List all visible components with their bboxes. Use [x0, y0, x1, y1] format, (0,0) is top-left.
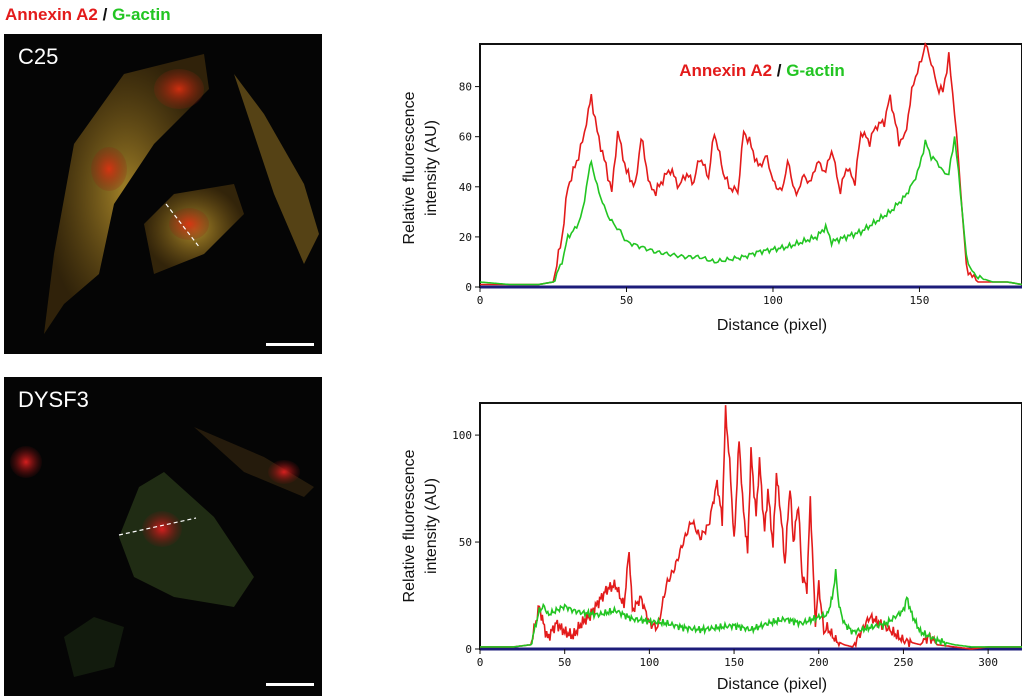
y-tick-label: 0 [465, 281, 472, 294]
micrograph-c25: C25 [4, 34, 322, 354]
x-tick-label: 150 [910, 294, 930, 307]
legend-separator: / [97, 5, 113, 24]
y-tick-label: 50 [459, 536, 472, 549]
y-tick-label: 0 [465, 643, 472, 656]
x-tick-label: 250 [894, 656, 914, 669]
x-tick-label: 0 [477, 656, 484, 669]
y-axis-label-line1: Relative fluorescence [401, 91, 418, 244]
x-tick-label: 200 [809, 656, 829, 669]
profile-chart-c25: Relative fluorescence intensity (AU) Dis… [401, 41, 1022, 334]
y-tick-label: 40 [459, 181, 472, 194]
plot-frame [479, 402, 1022, 650]
y-tick-label: 60 [459, 131, 472, 144]
micrograph-c25-cells [44, 54, 319, 334]
x-tick-label: 0 [477, 294, 484, 307]
chart-legend-slash: / [772, 61, 786, 80]
x-tick-label: 300 [978, 656, 998, 669]
y-tick-label: 100 [452, 429, 472, 442]
x-tick-label: 100 [639, 656, 659, 669]
y-axis-label-line1: Relative fluorescence [401, 449, 418, 602]
x-axis-label: Distance (pixel) [717, 676, 827, 693]
scale-bar-dysf3 [266, 683, 314, 686]
chart-legend-annexin: Annexin A2 [679, 61, 772, 80]
x-axis-label: Distance (pixel) [717, 317, 827, 334]
x-tick-label: 100 [763, 294, 783, 307]
micrograph-dysf3: DYSF3 [4, 377, 322, 696]
panel-label-dysf3: DYSF3 [18, 387, 89, 412]
scale-bar-c25 [266, 343, 314, 346]
y-tick-label: 20 [459, 231, 472, 244]
plot-frame [479, 43, 1022, 288]
gactin-legend-label: G-actin [112, 5, 171, 24]
series-line-g-actin [480, 569, 1022, 648]
y-axis-label-line2: intensity (AU) [423, 120, 440, 216]
series-line-g-actin [479, 136, 1022, 286]
profile-chart-dysf3: Relative fluorescence intensity (AU) Dis… [401, 402, 1022, 693]
y-axis-label-line2: intensity (AU) [423, 478, 440, 574]
chart-legend: Annexin A2 / G-actin [679, 61, 845, 80]
x-tick-label: 50 [558, 656, 571, 669]
micrograph-dysf3-cells [10, 427, 314, 677]
chart-legend-gactin: G-actin [786, 61, 845, 80]
y-tick-label: 80 [459, 81, 472, 94]
series-line-annexin-a2 [480, 405, 1022, 650]
series-line-annexin-a2 [480, 41, 1022, 286]
annexin-legend-label: Annexin A2 [5, 5, 98, 24]
panel-label-c25: C25 [18, 44, 59, 69]
x-tick-label: 150 [724, 656, 744, 669]
figure-channel-legend: Annexin A2 / G-actin [5, 5, 171, 25]
x-tick-label: 50 [620, 294, 633, 307]
